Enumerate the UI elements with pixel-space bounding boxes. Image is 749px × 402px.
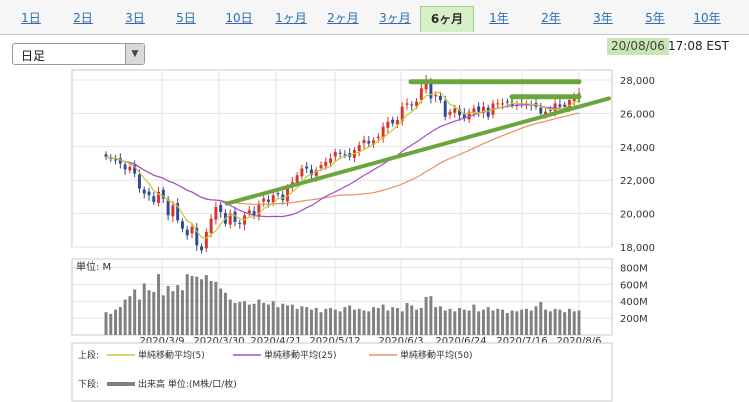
tab-13[interactable]: 5年 (645, 11, 665, 25)
chart-panel (0, 35, 749, 402)
tab-4[interactable]: 5日 (176, 11, 196, 25)
timestamp-date: 20/08/06 (607, 38, 669, 55)
tab-8[interactable]: 3ヶ月 (379, 11, 411, 25)
interval-select[interactable]: 日足 ▼ (12, 43, 145, 65)
tab-2[interactable]: 2日 (73, 11, 93, 25)
tab-3[interactable]: 3日 (125, 11, 145, 25)
tab-7[interactable]: 2ヶ月 (327, 11, 359, 25)
tab-5[interactable]: 10日 (225, 11, 253, 25)
tab-11[interactable]: 2年 (541, 11, 561, 25)
period-tab-bar: 1日 2日 3日 5日 10日 1ヶ月 2ヶ月 3ヶ月 6ヶ月 1年 2年 3年 5年 10年 (0, 0, 749, 35)
timestamp-time: 17:08 EST (668, 39, 729, 53)
tab-10[interactable]: 1年 (489, 11, 509, 25)
chevron-down-icon[interactable]: ▼ (125, 44, 144, 64)
tab-1[interactable]: 1日 (21, 11, 41, 25)
tab-12[interactable]: 3年 (593, 11, 613, 25)
interval-select-value: 日足 (21, 49, 46, 63)
tab-9[interactable]: 6ヶ月 (420, 6, 474, 32)
tab-14[interactable]: 10年 (693, 11, 721, 25)
tab-6[interactable]: 1ヶ月 (275, 11, 307, 25)
